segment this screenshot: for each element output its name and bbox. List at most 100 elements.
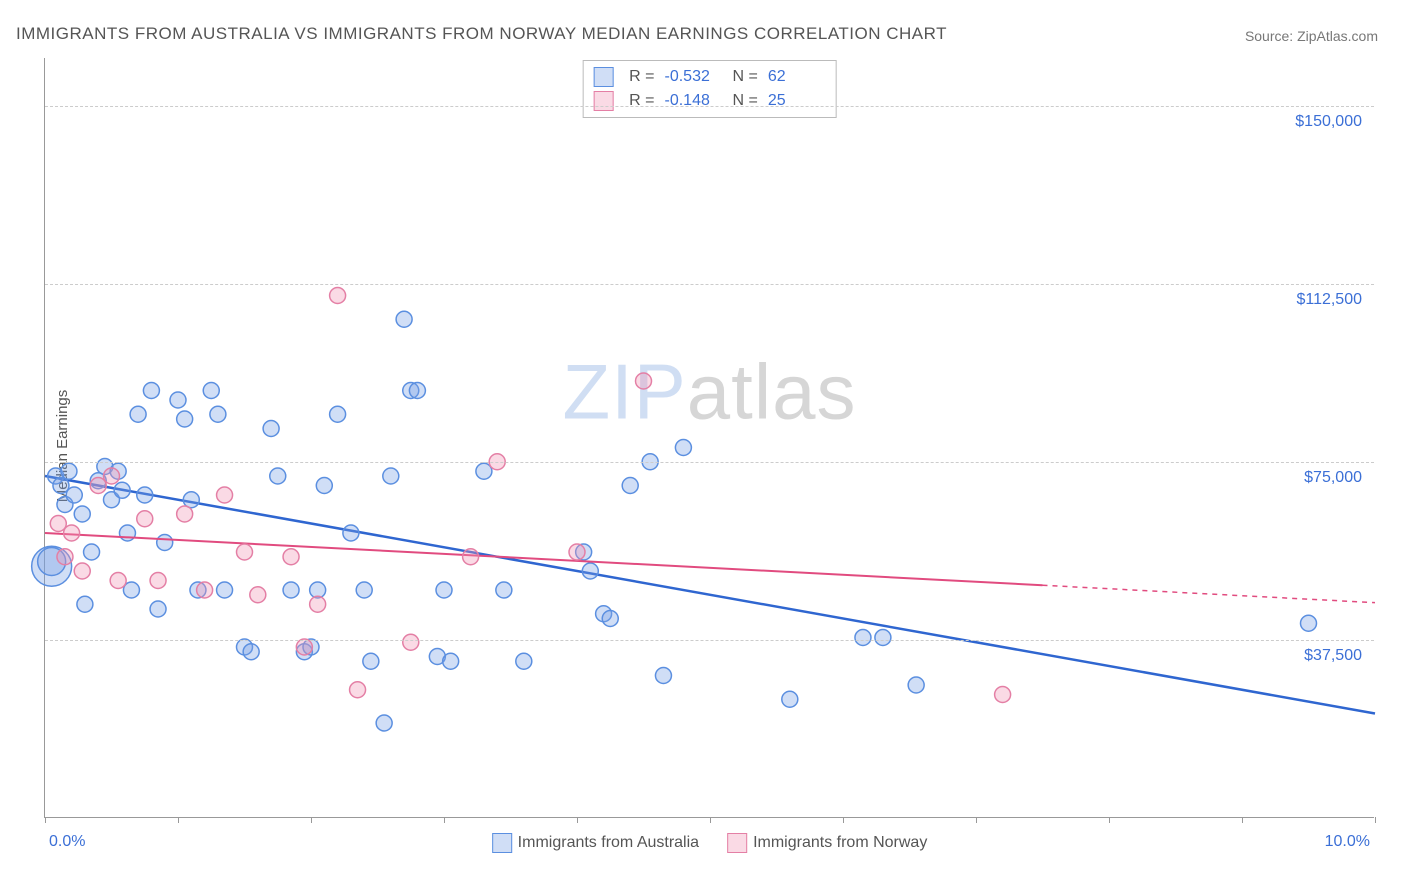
regression-line-australia	[45, 476, 1375, 714]
data-point-australia	[150, 601, 166, 617]
gridline	[45, 462, 1374, 463]
data-point-australia	[782, 691, 798, 707]
data-point-australia	[263, 421, 279, 437]
data-point-australia	[875, 630, 891, 646]
x-axis-min-label: 0.0%	[49, 833, 85, 851]
data-point-norway	[110, 573, 126, 589]
data-point-australia	[602, 611, 618, 627]
data-point-norway	[150, 573, 166, 589]
stat-n-value: 62	[768, 65, 826, 89]
legend-swatch-norway-icon	[727, 833, 747, 853]
data-point-australia	[436, 582, 452, 598]
data-point-norway	[350, 682, 366, 698]
data-point-australia	[383, 468, 399, 484]
stat-n-key: N =	[733, 65, 758, 89]
legend-item-norway: Immigrants from Norway	[727, 833, 927, 853]
plot-area: ZIPatlas R = -0.532 N = 62R = -0.148 N =…	[44, 58, 1374, 818]
data-point-norway	[403, 634, 419, 650]
x-axis-max-label: 10.0%	[1325, 833, 1370, 851]
stats-row-australia: R = -0.532 N = 62	[593, 65, 826, 89]
data-point-norway	[217, 487, 233, 503]
data-point-australia	[316, 478, 332, 494]
data-point-australia	[114, 482, 130, 498]
data-point-australia	[516, 653, 532, 669]
data-point-norway	[250, 587, 266, 603]
data-point-norway	[237, 544, 253, 560]
data-point-australia	[343, 525, 359, 541]
regression-extension-norway	[1043, 585, 1376, 602]
data-point-norway	[57, 549, 73, 565]
data-point-norway	[310, 596, 326, 612]
data-point-australia	[582, 563, 598, 579]
legend-label: Immigrants from Norway	[753, 834, 927, 851]
data-point-norway	[569, 544, 585, 560]
x-tick	[577, 817, 578, 823]
data-point-australia	[137, 487, 153, 503]
chart-svg	[45, 58, 1374, 817]
regression-line-norway	[45, 533, 1043, 585]
x-tick	[1109, 817, 1110, 823]
swatch-norway-icon	[593, 91, 613, 111]
stat-r-key: R =	[629, 65, 654, 89]
stat-r-key: R =	[629, 89, 654, 113]
data-point-australia	[443, 653, 459, 669]
legend-label: Immigrants from Australia	[518, 834, 699, 851]
data-point-australia	[210, 406, 226, 422]
data-point-australia	[270, 468, 286, 484]
data-point-australia	[84, 544, 100, 560]
data-point-australia	[203, 383, 219, 399]
stat-n-value: 25	[768, 89, 826, 113]
x-tick	[710, 817, 711, 823]
x-tick	[976, 817, 977, 823]
data-point-norway	[137, 511, 153, 527]
x-tick	[178, 817, 179, 823]
data-point-australia	[1301, 615, 1317, 631]
stat-n-key: N =	[733, 89, 758, 113]
data-point-australia	[908, 677, 924, 693]
series-legend: Immigrants from Australia Immigrants from…	[492, 833, 928, 853]
y-tick-label: $37,500	[1304, 647, 1362, 665]
data-point-australia	[61, 463, 77, 479]
data-point-australia	[356, 582, 372, 598]
data-point-norway	[463, 549, 479, 565]
data-point-norway	[330, 288, 346, 304]
chart-title: IMMIGRANTS FROM AUSTRALIA VS IMMIGRANTS …	[16, 24, 947, 44]
x-tick	[45, 817, 46, 823]
swatch-australia-icon	[593, 67, 613, 87]
data-point-australia	[170, 392, 186, 408]
source-label: Source: ZipAtlas.com	[1245, 28, 1378, 44]
gridline	[45, 640, 1374, 641]
x-tick	[843, 817, 844, 823]
data-point-australia	[66, 487, 82, 503]
gridline	[45, 284, 1374, 285]
y-tick-label: $75,000	[1304, 469, 1362, 487]
data-point-norway	[636, 373, 652, 389]
data-point-norway	[197, 582, 213, 598]
data-point-australia	[77, 596, 93, 612]
data-point-australia	[622, 478, 638, 494]
data-point-australia	[655, 668, 671, 684]
data-point-australia	[130, 406, 146, 422]
data-point-australia	[363, 653, 379, 669]
data-point-norway	[74, 563, 90, 579]
y-tick-label: $112,500	[1296, 291, 1362, 309]
data-point-australia	[376, 715, 392, 731]
data-point-norway	[104, 468, 120, 484]
data-point-australia	[283, 582, 299, 598]
data-point-australia	[143, 383, 159, 399]
data-point-norway	[64, 525, 80, 541]
x-tick	[1242, 817, 1243, 823]
gridline	[45, 106, 1374, 107]
legend-swatch-australia-icon	[492, 833, 512, 853]
data-point-australia	[409, 383, 425, 399]
stat-r-value: -0.148	[665, 89, 723, 113]
data-point-norway	[296, 639, 312, 655]
x-tick	[311, 817, 312, 823]
data-point-australia	[855, 630, 871, 646]
data-point-australia	[177, 411, 193, 427]
stat-r-value: -0.532	[665, 65, 723, 89]
data-point-australia	[74, 506, 90, 522]
data-point-australia	[496, 582, 512, 598]
stats-legend-box: R = -0.532 N = 62R = -0.148 N = 25	[582, 60, 837, 118]
x-tick	[1375, 817, 1376, 823]
